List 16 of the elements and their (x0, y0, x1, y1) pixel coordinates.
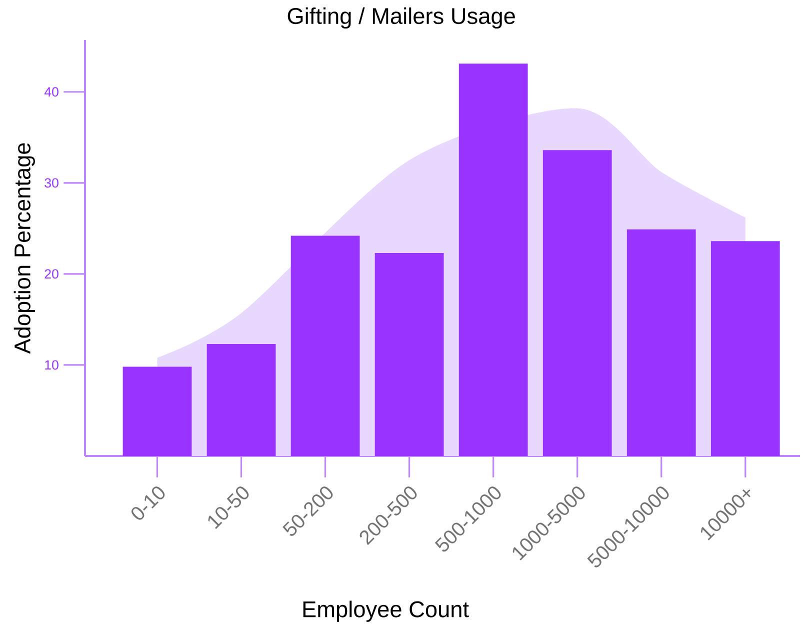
chart-title: Gifting / Mailers Usage (288, 7, 515, 29)
bar (542, 150, 612, 456)
y-axis-title: Adoption Percentage (14, 143, 35, 354)
x-tick-label: 0-10 (131, 486, 165, 520)
bar (626, 229, 696, 456)
bar (122, 366, 192, 456)
bar (290, 236, 360, 456)
x-axis-title: Employee Count (303, 600, 469, 622)
bar (206, 344, 276, 456)
y-tick-label: 20 (44, 269, 58, 279)
y-tick-label: 40 (44, 87, 58, 97)
bar (710, 241, 780, 456)
bar (374, 252, 444, 456)
bar (458, 64, 528, 456)
y-tick-label: 30 (44, 178, 58, 188)
y-tick-label: 10 (45, 360, 58, 370)
